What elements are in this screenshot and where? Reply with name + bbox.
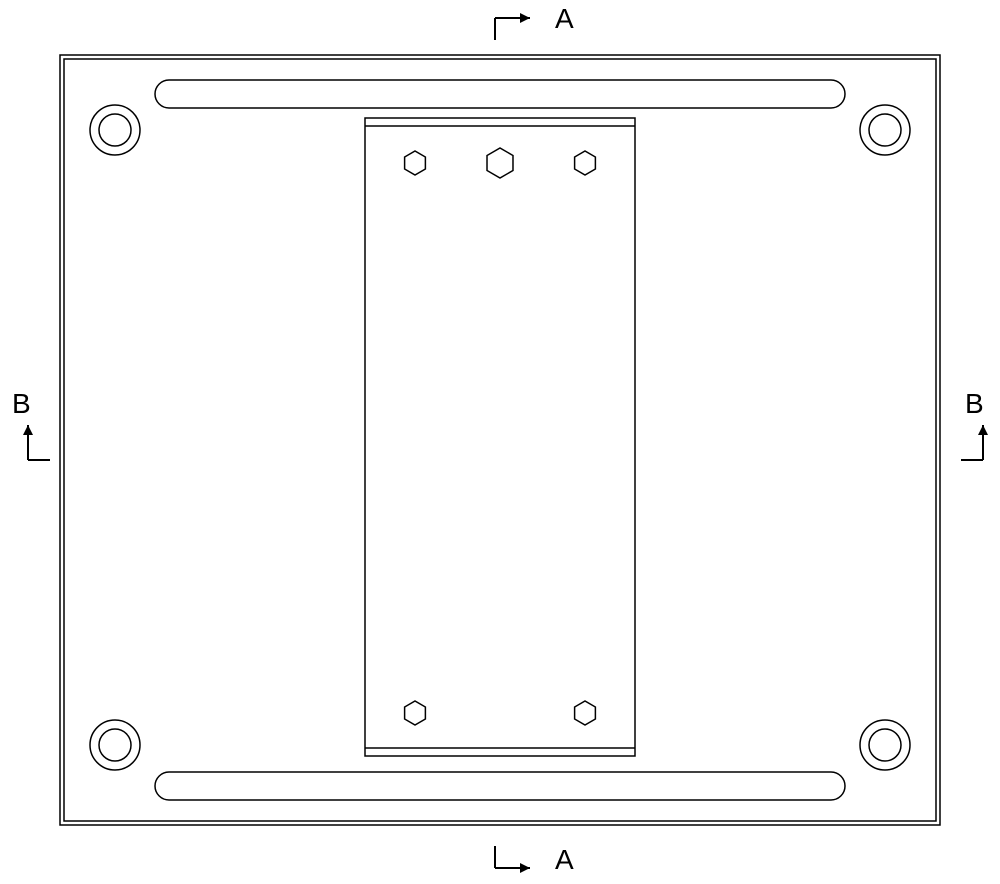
section-label-b-left: B: [12, 388, 31, 420]
section-label-a-top: A: [555, 3, 574, 35]
section-label-a-bottom: A: [555, 844, 574, 876]
engineering-drawing: [0, 0, 1000, 884]
section-label-b-right: B: [965, 388, 984, 420]
